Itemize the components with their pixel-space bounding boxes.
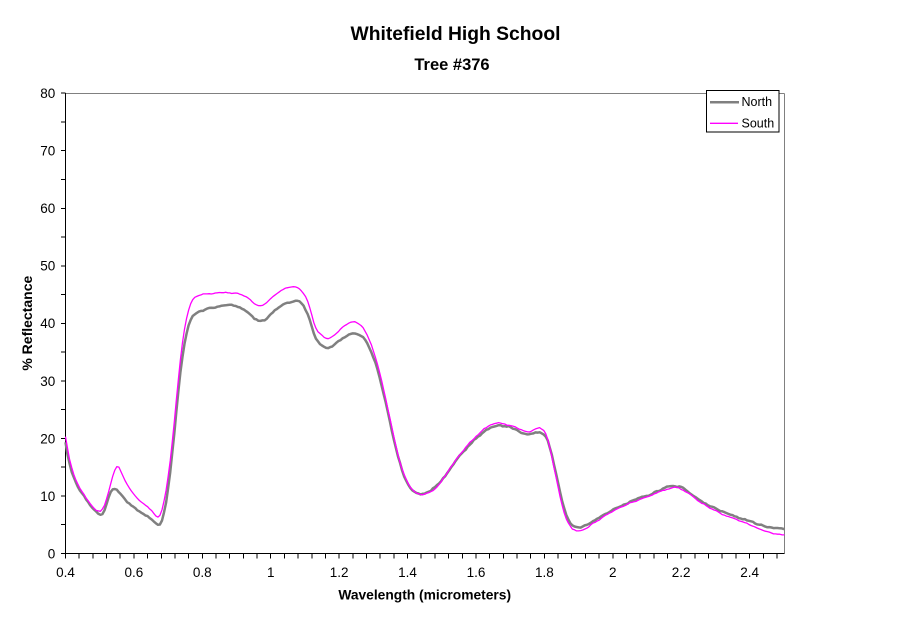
svg-text:80: 80 (40, 86, 55, 101)
svg-text:2.4: 2.4 (740, 565, 759, 580)
svg-text:10: 10 (40, 489, 55, 504)
svg-text:Tree #376: Tree #376 (414, 56, 489, 74)
svg-text:South: South (742, 116, 775, 130)
svg-text:Whitefield High School: Whitefield High School (351, 24, 561, 45)
svg-text:1: 1 (267, 565, 275, 580)
svg-text:1.4: 1.4 (398, 565, 417, 580)
svg-text:0.8: 0.8 (193, 565, 212, 580)
svg-text:0.4: 0.4 (56, 565, 75, 580)
svg-text:40: 40 (40, 316, 55, 331)
svg-text:1.2: 1.2 (330, 565, 349, 580)
svg-text:% Reflectance: % Reflectance (19, 276, 35, 371)
svg-text:70: 70 (40, 144, 55, 159)
svg-text:2.2: 2.2 (672, 565, 691, 580)
svg-text:1.6: 1.6 (467, 565, 486, 580)
svg-text:1.8: 1.8 (535, 565, 554, 580)
svg-text:50: 50 (40, 259, 55, 274)
svg-text:0: 0 (48, 546, 56, 561)
svg-text:0.6: 0.6 (125, 565, 144, 580)
svg-text:20: 20 (40, 431, 55, 446)
svg-text:60: 60 (40, 201, 55, 216)
svg-text:North: North (742, 95, 773, 109)
svg-text:Wavelength (micrometers): Wavelength (micrometers) (338, 588, 511, 603)
svg-text:30: 30 (40, 374, 55, 389)
svg-text:2: 2 (609, 565, 617, 580)
